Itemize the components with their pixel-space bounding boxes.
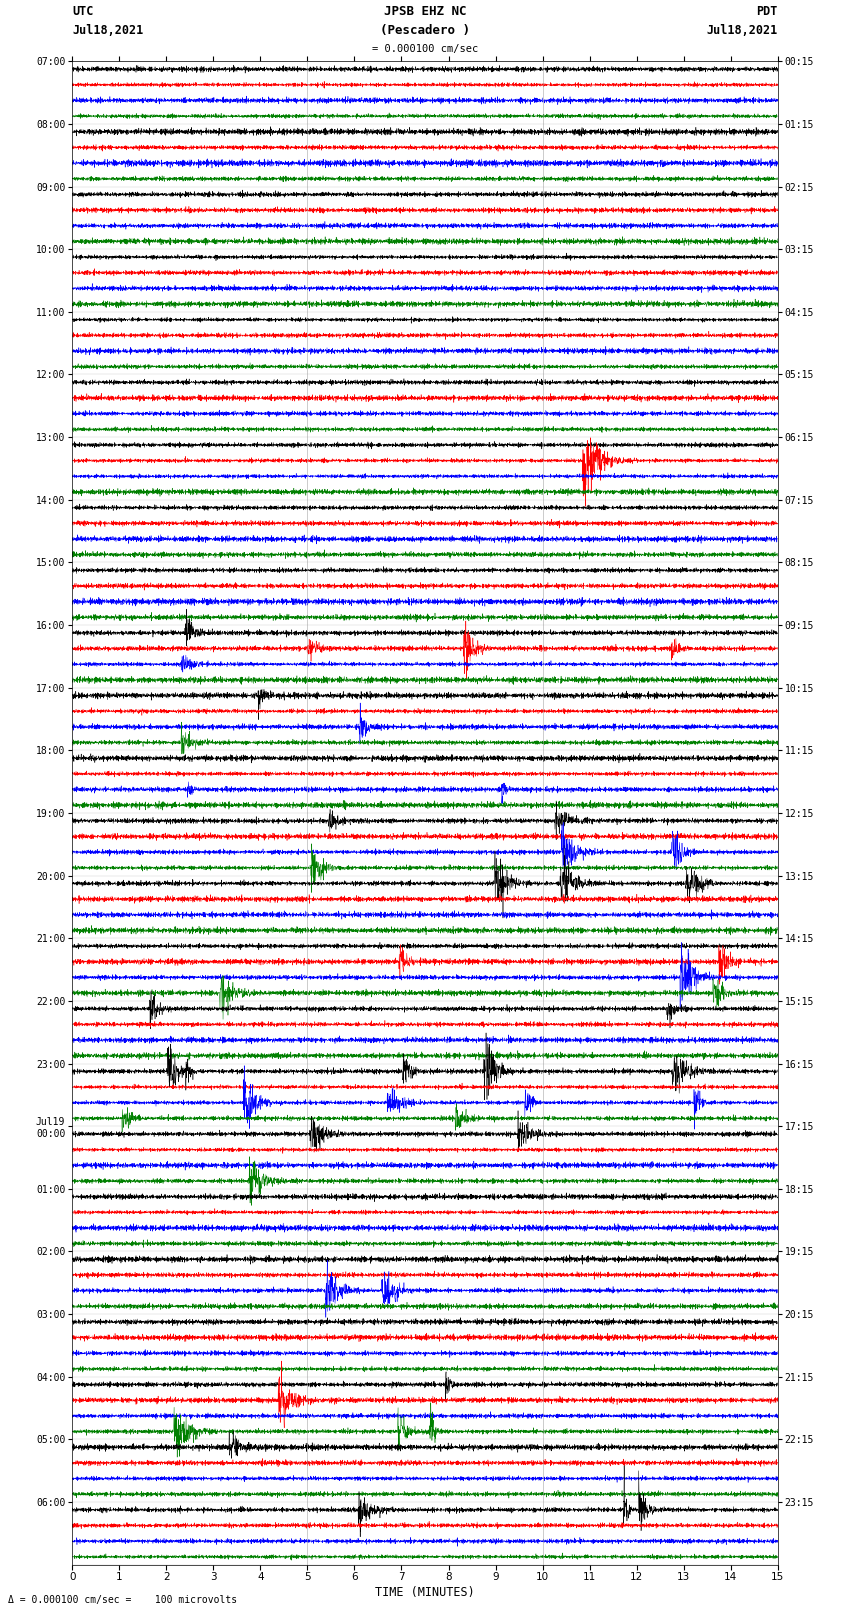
Text: Jul18,2021: Jul18,2021 — [72, 24, 144, 37]
Text: Jul18,2021: Jul18,2021 — [706, 24, 778, 37]
X-axis label: TIME (MINUTES): TIME (MINUTES) — [375, 1587, 475, 1600]
Text: Δ = 0.000100 cm/sec =    100 microvolts: Δ = 0.000100 cm/sec = 100 microvolts — [8, 1595, 238, 1605]
Text: UTC: UTC — [72, 5, 94, 18]
Text: PDT: PDT — [756, 5, 778, 18]
Text: (Pescadero ): (Pescadero ) — [380, 24, 470, 37]
Text: = 0.000100 cm/sec: = 0.000100 cm/sec — [371, 44, 478, 53]
Text: JPSB EHZ NC: JPSB EHZ NC — [383, 5, 467, 18]
